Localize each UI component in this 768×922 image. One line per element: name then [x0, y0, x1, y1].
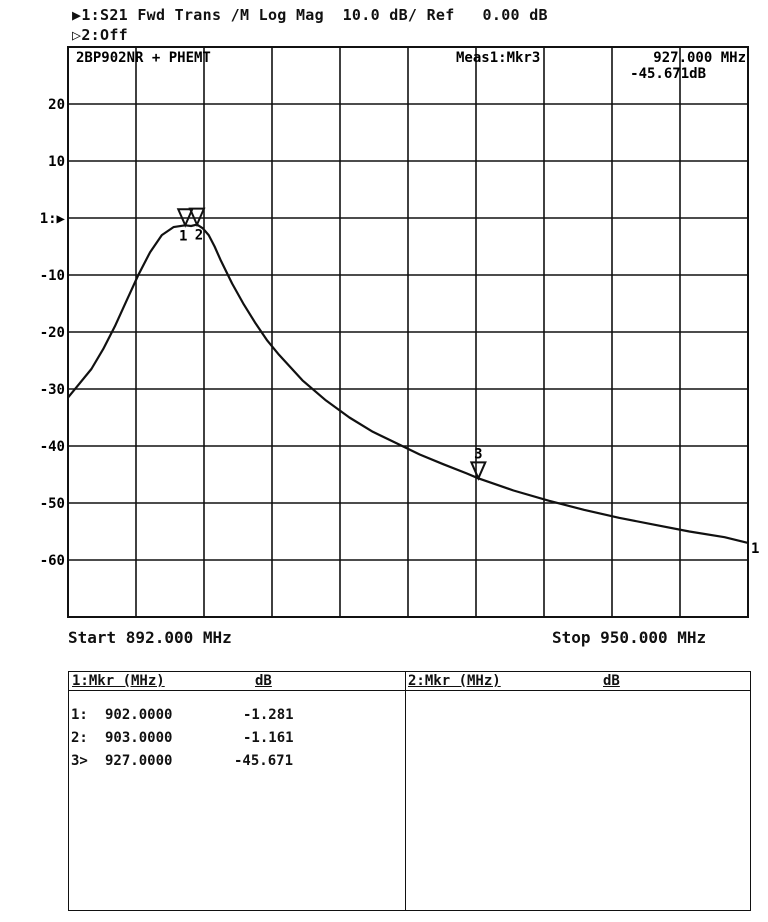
marker-frequency: 927.0000 [105, 753, 173, 769]
trace1-header: ▶1:S21 Fwd Trans /M Log Mag 10.0 dB/ Ref… [72, 6, 548, 24]
db-column-header: dB [255, 673, 272, 689]
marker-readout-label: Meas1:Mkr3 [456, 50, 540, 66]
marker-db: -1.161 [243, 730, 294, 746]
marker-table: 1:Mkr (MHz) dB 1: 902.0000 -1.281 2: 903… [68, 671, 751, 911]
y-tick-label: 20 [48, 97, 65, 113]
marker-id: 3> [71, 753, 88, 769]
marker-id-label: 2 [195, 228, 203, 244]
marker-column-header: 1:Mkr (MHz) [72, 673, 165, 689]
marker-readout-value: -45.671dB [630, 66, 706, 82]
trace2-header: ▷2:Off [72, 26, 128, 44]
marker-id-label: 3 [474, 446, 482, 462]
marker-id: 1: [71, 707, 88, 723]
marker-triangle-icon [469, 461, 487, 481]
chart-title: 2BP902NR + PHEMT [76, 50, 211, 66]
marker-column-header: 2:Mkr (MHz) [408, 673, 501, 689]
marker-row: 1: 902.0000 -1.281 [69, 707, 405, 727]
marker-table-channel2: 2:Mkr (MHz) dB [405, 672, 750, 910]
marker-triangle-icon [188, 207, 206, 228]
marker-frequency: 902.0000 [105, 707, 173, 723]
y-tick-label: 1:▶ [40, 211, 66, 227]
start-frequency-label: Start 892.000 MHz [68, 628, 232, 647]
trace-layer: 1 [67, 223, 759, 557]
y-tick-label: -50 [40, 496, 65, 512]
marker-layer: 1 2 3 [176, 207, 487, 481]
y-tick-label: -30 [40, 382, 65, 398]
trace-line [67, 223, 749, 544]
trace-end-label: 1 [751, 541, 759, 557]
y-tick-label: -40 [40, 439, 65, 455]
y-tick-label: -20 [40, 325, 65, 341]
y-tick-label: -60 [40, 553, 65, 569]
db-column-header: dB [603, 673, 620, 689]
marker-id: 2: [71, 730, 88, 746]
marker-table-header: 2:Mkr (MHz) dB [405, 672, 750, 691]
y-tick-label: 10 [48, 154, 65, 170]
marker-table-channel1: 1:Mkr (MHz) dB 1: 902.0000 -1.281 2: 903… [69, 672, 406, 910]
plot-overlay-text: 2BP902NR + PHEMT Meas1:Mkr3 927.000 MHz-45… [76, 50, 746, 82]
marker-table-header: 1:Mkr (MHz) dB [69, 672, 405, 691]
marker-db: -45.671 [234, 753, 294, 769]
stop-frequency-label: Stop 950.000 MHz [552, 628, 707, 647]
marker-triangle-icon [176, 208, 194, 228]
marker-row: 3> 927.0000 -45.671 [69, 753, 405, 773]
marker-frequency: 903.0000 [105, 730, 173, 746]
marker-row: 2: 903.0000 -1.161 [69, 730, 405, 750]
marker-readout-frequency: 927.000 MHz [653, 50, 746, 66]
marker-id-label: 1 [179, 228, 187, 244]
marker-db: -1.281 [243, 707, 294, 723]
y-tick-labels: 20 10 1:▶ -10 -20 -30 -40 -50 -60 [40, 97, 66, 569]
plot-grid [67, 46, 749, 618]
y-tick-label: -10 [40, 268, 65, 284]
